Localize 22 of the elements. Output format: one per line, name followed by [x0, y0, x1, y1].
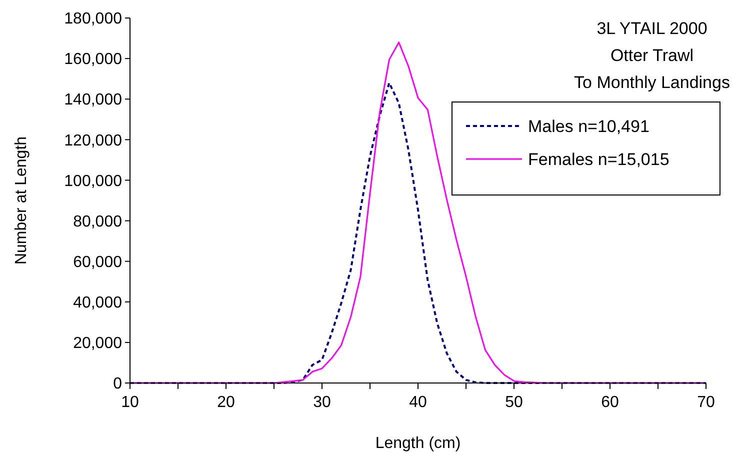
- y-tick-label: 80,000: [73, 213, 122, 230]
- legend-label: Females n=15,015: [528, 150, 670, 169]
- y-tick-label: 60,000: [73, 254, 122, 271]
- y-tick-label: 140,000: [64, 92, 122, 109]
- y-tick-label: 160,000: [64, 51, 122, 68]
- legend-label: Males n=10,491: [528, 116, 650, 136]
- y-tick-label: 120,000: [64, 132, 122, 150]
- x-tick-label: 20: [217, 394, 235, 411]
- y-axis-title: Number at Length: [13, 136, 30, 265]
- x-tick-label: 10: [121, 394, 139, 411]
- y-tick-label: 40,000: [73, 294, 122, 312]
- y-tick-label: 180,000: [64, 10, 122, 28]
- x-axis-title: Length (cm): [375, 435, 461, 452]
- x-tick-label: 40: [409, 394, 427, 411]
- y-tick-label: 20,000: [73, 335, 122, 352]
- x-tick-label: 60: [601, 394, 619, 411]
- y-tick-label: 100,000: [64, 172, 122, 190]
- x-tick-label: 70: [697, 394, 715, 411]
- x-tick-label: 30: [313, 394, 331, 411]
- y-tick-label: 0: [113, 376, 122, 393]
- x-tick-label: 50: [505, 394, 523, 411]
- text: 3L YTAIL 2000 Otter Trawl To Monthly Landings: [574, 19, 730, 92]
